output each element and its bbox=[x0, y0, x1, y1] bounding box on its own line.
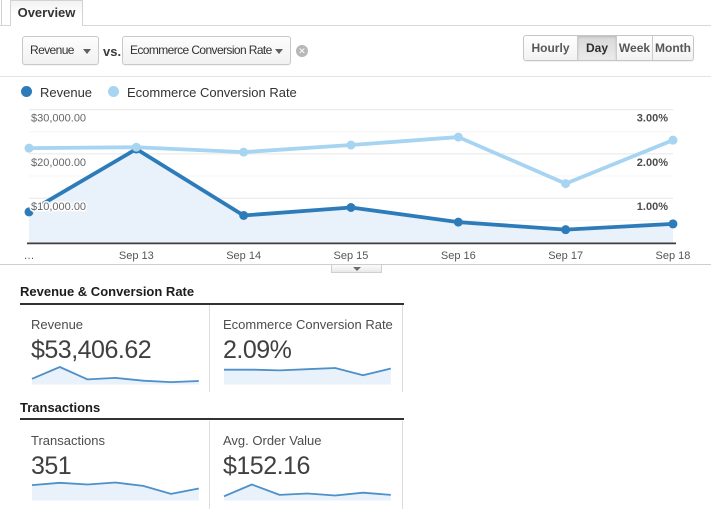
legend-dot-conversion-rate bbox=[108, 86, 119, 97]
svg-text:Sep 18: Sep 18 bbox=[656, 250, 691, 262]
sparkline-revenue bbox=[31, 366, 199, 385]
section-title-transactions: Transactions bbox=[20, 400, 404, 420]
chevron-down-icon bbox=[83, 49, 91, 54]
svg-text:1.00%: 1.00% bbox=[637, 201, 668, 213]
clear-comparison-icon[interactable]: ✕ bbox=[296, 45, 308, 57]
tab-overview[interactable]: Overview bbox=[10, 0, 83, 26]
metric-cards-row: Revenue $53,406.62 Ecommerce Conversion … bbox=[20, 305, 403, 392]
svg-text:Sep 14: Sep 14 bbox=[226, 250, 261, 262]
metric-cards-row: Transactions 351 Avg. Order Value $152.1… bbox=[20, 421, 403, 509]
metric-card-avg-order-value[interactable]: Avg. Order Value $152.16 bbox=[209, 421, 403, 509]
metric-card-revenue[interactable]: Revenue $53,406.62 bbox=[20, 305, 209, 392]
tab-bar: Overview bbox=[0, 0, 711, 26]
metric-label: Transactions bbox=[31, 433, 105, 448]
secondary-metric-label: Ecommerce Conversion Rate bbox=[130, 43, 272, 57]
chevron-down-icon bbox=[275, 49, 283, 54]
metric-label: Avg. Order Value bbox=[223, 433, 322, 448]
granularity-button-group: Hourly Day Week Month bbox=[523, 35, 694, 61]
metric-label: Revenue bbox=[31, 317, 84, 332]
metric-label: Ecommerce Conversion Rate bbox=[223, 317, 393, 332]
primary-metric-label: Revenue bbox=[30, 43, 74, 57]
legend-dot-revenue bbox=[21, 86, 32, 97]
separator bbox=[0, 76, 711, 77]
legend-label-conversion-rate: Ecommerce Conversion Rate bbox=[127, 85, 297, 100]
granularity-month-button[interactable]: Month bbox=[652, 36, 693, 60]
sparkline-transactions bbox=[31, 481, 199, 501]
sparkline-conversion-rate bbox=[223, 367, 392, 385]
expand-chart-button[interactable] bbox=[331, 265, 382, 273]
metric-card-conversion-rate[interactable]: Ecommerce Conversion Rate 2.09% bbox=[209, 305, 403, 392]
metric-card-transactions[interactable]: Transactions 351 bbox=[20, 421, 209, 509]
panel-left-edge bbox=[1, 0, 2, 25]
vs-label: vs. bbox=[103, 44, 122, 59]
legend-label-revenue: Revenue bbox=[40, 85, 93, 100]
metric-value: $152.16 bbox=[223, 452, 310, 480]
svg-text:$30,000.00: $30,000.00 bbox=[31, 113, 86, 125]
metric-value: 351 bbox=[31, 452, 72, 480]
metric-value: $53,406.62 bbox=[31, 336, 152, 364]
svg-text:Sep 16: Sep 16 bbox=[441, 250, 476, 262]
granularity-day-button[interactable]: Day bbox=[577, 36, 616, 60]
svg-text:Sep 15: Sep 15 bbox=[334, 250, 369, 262]
svg-text:Sep 17: Sep 17 bbox=[548, 250, 583, 262]
section-title-revenue-conversion: Revenue & Conversion Rate bbox=[20, 284, 404, 305]
primary-metric-dropdown[interactable]: Revenue bbox=[22, 36, 99, 65]
chevron-down-icon bbox=[353, 267, 361, 271]
svg-text:3.00%: 3.00% bbox=[637, 113, 668, 125]
granularity-week-button[interactable]: Week bbox=[616, 36, 652, 60]
chart-bottom-rule bbox=[0, 264, 711, 265]
svg-text:$20,000.00: $20,000.00 bbox=[31, 157, 86, 169]
timeseries-chart[interactable]: $10,000.00 $20,000.00 $30,000.00 1.00% 2.00%… bbox=[0, 96, 711, 264]
sparkline-avg-order-value bbox=[223, 483, 391, 501]
svg-text:$10,000.00: $10,000.00 bbox=[31, 201, 86, 213]
svg-text:2.00%: 2.00% bbox=[637, 157, 668, 169]
svg-text:Sep 13: Sep 13 bbox=[119, 250, 154, 262]
secondary-metric-dropdown[interactable]: Ecommerce Conversion Rate bbox=[122, 36, 291, 65]
metric-value: 2.09% bbox=[223, 336, 292, 364]
granularity-hourly-button[interactable]: Hourly bbox=[524, 36, 577, 60]
svg-text:…: … bbox=[24, 250, 35, 262]
